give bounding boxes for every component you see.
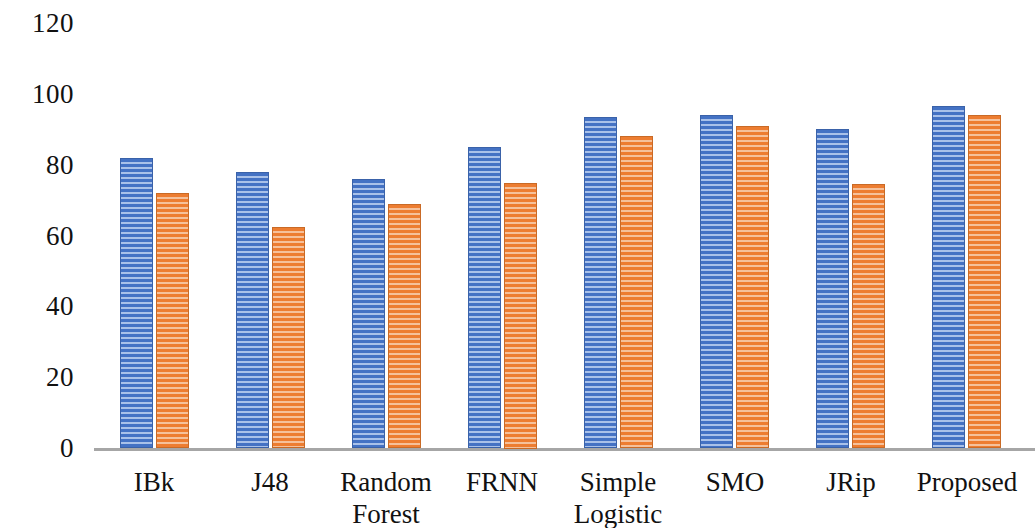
bar-orange-j48 — [272, 227, 305, 448]
bar-blue-frnn — [468, 147, 501, 448]
bar-blue-ibk — [120, 158, 153, 448]
x-axis-line — [94, 448, 1035, 451]
x-tick-label: JRip — [791, 466, 911, 498]
bar-orange-random-forest — [388, 204, 421, 448]
x-tick-label: Random Forest — [326, 466, 446, 528]
x-tick-label: IBk — [94, 466, 214, 498]
bar-orange-simple-logistic — [620, 136, 653, 448]
bar-blue-j48 — [236, 172, 269, 448]
x-tick-label: J48 — [210, 466, 330, 498]
bar-orange-smo — [736, 126, 769, 448]
bar-blue-random-forest — [352, 179, 385, 448]
x-tick-label: SMO — [675, 466, 795, 498]
bar-chart-figure: 020406080100120 IBkJ48Random ForestFRNNS… — [0, 0, 1035, 528]
bar-blue-proposed — [932, 106, 965, 448]
bar-orange-proposed — [968, 115, 1001, 448]
bar-orange-frnn — [504, 183, 537, 449]
bar-orange-ibk — [156, 193, 189, 448]
bar-blue-jrip — [816, 129, 849, 448]
x-tick-label: FRNN — [442, 466, 562, 498]
bar-blue-smo — [700, 115, 733, 448]
bar-orange-jrip — [852, 184, 885, 448]
x-tick-label: Simple Logistic — [558, 466, 678, 528]
bar-blue-simple-logistic — [584, 117, 617, 448]
x-tick-label: Proposed — [907, 466, 1027, 498]
plot-area — [0, 0, 1035, 528]
